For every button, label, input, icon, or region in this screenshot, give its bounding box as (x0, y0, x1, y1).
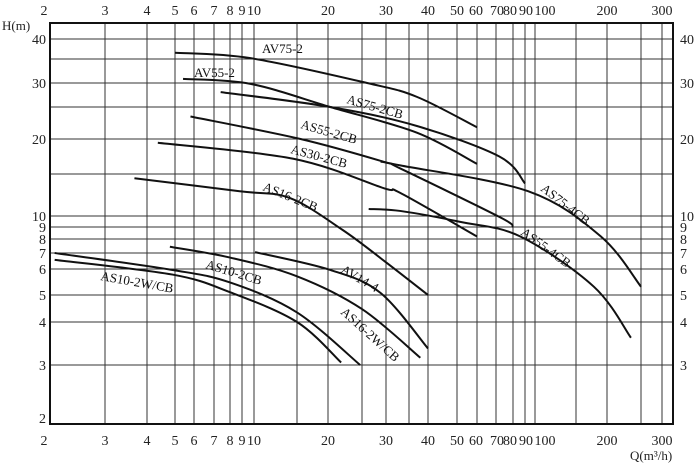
x-tick-label-top: 30 (379, 4, 393, 19)
x-tick-label-top: 300 (652, 4, 673, 19)
y-tick-label-right: 7 (680, 247, 687, 262)
x-tick-label-bottom: 90 (519, 434, 533, 449)
curve-as75-2cb (220, 91, 526, 185)
x-tick-label-top: 4 (144, 4, 151, 19)
y-tick-label-right: 40 (680, 33, 694, 48)
curve-label-as55-2cb: AS55-2CB (299, 116, 359, 146)
x-tick-label-bottom: 10 (247, 434, 261, 449)
tick-labels: 2233445566778899101020203030404050506060… (32, 4, 694, 449)
x-tick-label-bottom: 200 (597, 434, 618, 449)
y-tick-label-left: 5 (39, 289, 46, 304)
y-tick-label-left: 2 (39, 412, 46, 427)
x-tick-label-top: 60 (469, 4, 483, 19)
x-tick-label-top: 20 (321, 4, 335, 19)
y-tick-label-left: 6 (39, 263, 46, 278)
curve-as10-2cb (54, 252, 361, 366)
curve-as10-2w-cb (54, 258, 342, 364)
x-tick-label-bottom: 6 (191, 434, 198, 449)
x-tick-label-top: 70 (490, 4, 504, 19)
x-tick-label-top: 9 (239, 4, 246, 19)
x-tick-label-bottom: 60 (469, 434, 483, 449)
y-tick-label-left: 9 (39, 221, 46, 236)
curve-label-as75-4cb: AS75-4CB (538, 181, 593, 229)
y-tick-label-left: 20 (32, 133, 46, 148)
x-tick-label-top: 7 (211, 4, 218, 19)
y-axis-label: H(m) (2, 18, 30, 33)
curve-label-as55-4cb: AS55-4CB (518, 224, 574, 270)
y-tick-label-right: 10 (680, 210, 694, 225)
curve-as16-2cb (134, 177, 429, 296)
x-tick-label-top: 100 (535, 4, 556, 19)
curve-label-av55-2: AV55-2 (194, 65, 235, 80)
x-tick-label-top: 10 (247, 4, 261, 19)
y-tick-label-right: 30 (680, 77, 694, 92)
y-tick-label-left: 8 (39, 233, 46, 248)
y-tick-label-left: 3 (39, 359, 46, 374)
x-tick-label-bottom: 3 (102, 434, 109, 449)
x-tick-label-top: 90 (519, 4, 533, 19)
x-tick-label-bottom: 20 (321, 434, 335, 449)
y-tick-label-left: 10 (32, 210, 46, 225)
x-tick-label-bottom: 40 (421, 434, 435, 449)
x-tick-label-bottom: 30 (379, 434, 393, 449)
x-tick-label-bottom: 80 (503, 434, 517, 449)
plot-frame (49, 22, 674, 425)
x-tick-label-bottom: 8 (227, 434, 234, 449)
curve-label-as16-2cb: AS16-2CB (261, 179, 321, 215)
y-tick-label-right: 3 (680, 359, 687, 374)
curve-av14-4 (254, 251, 429, 350)
y-tick-label-right: 5 (680, 289, 687, 304)
x-tick-label-bottom: 100 (535, 434, 556, 449)
y-tick-label-right: 4 (680, 316, 687, 331)
x-tick-label-top: 50 (450, 4, 464, 19)
x-tick-label-top: 3 (102, 4, 109, 19)
x-axis-label: Q(m³/h) (630, 448, 672, 463)
grid (50, 23, 673, 424)
x-tick-label-top: 40 (421, 4, 435, 19)
x-tick-label-top: 6 (191, 4, 198, 19)
curve-label-as75-2cb: AS75-2CB (345, 91, 405, 121)
y-tick-label-left: 7 (39, 247, 46, 262)
x-tick-label-bottom: 5 (172, 434, 179, 449)
curve-label-av75-2: AV75-2 (262, 41, 303, 56)
x-tick-label-bottom: 7 (211, 434, 218, 449)
curve-as75-4cb (380, 160, 642, 288)
curve-av75-2 (174, 51, 478, 129)
y-tick-label-right: 8 (680, 233, 687, 248)
x-tick-label-top: 5 (172, 4, 179, 19)
x-tick-label-bottom: 2 (41, 434, 48, 449)
y-tick-label-right: 6 (680, 263, 687, 278)
curve-as16-2w-cb (169, 245, 421, 359)
y-tick-label-right: 20 (680, 133, 694, 148)
x-tick-label-top: 200 (597, 4, 618, 19)
y-tick-label-left: 40 (32, 33, 46, 48)
curves (54, 51, 642, 366)
y-tick-label-left: 4 (39, 316, 46, 331)
x-tick-label-top: 8 (227, 4, 234, 19)
y-tick-label-left: 30 (32, 77, 46, 92)
curve-as55-4cb (368, 207, 632, 339)
x-tick-label-bottom: 50 (450, 434, 464, 449)
x-tick-label-bottom: 300 (652, 434, 673, 449)
y-tick-label-right: 9 (680, 221, 687, 236)
curve-label-av14-4: AV14-4 (339, 262, 382, 296)
x-tick-label-bottom: 9 (239, 434, 246, 449)
curve-label-as30-2cb: AS30-2CB (289, 141, 349, 171)
x-tick-label-top: 80 (503, 4, 517, 19)
x-tick-label-top: 2 (41, 4, 48, 19)
x-tick-label-bottom: 4 (144, 434, 151, 449)
curve-as30-2cb (157, 141, 478, 238)
x-tick-label-bottom: 70 (490, 434, 504, 449)
